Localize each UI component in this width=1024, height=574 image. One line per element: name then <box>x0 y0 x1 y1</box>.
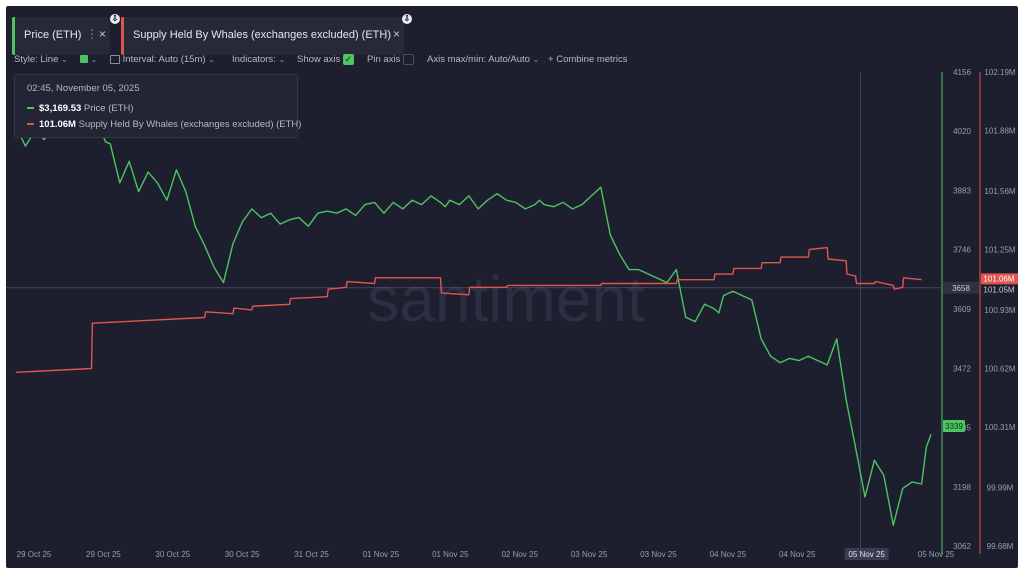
x-tick-label: 01 Nov 25 <box>363 550 400 559</box>
more-icon[interactable]: ⋮ <box>379 27 391 41</box>
tooltip-whales-value: 101.06M <box>39 119 76 130</box>
price-line <box>15 112 932 526</box>
x-tick-label: 04 Nov 25 <box>779 550 816 559</box>
y-right-tick-label: 101.88M <box>984 127 1015 136</box>
y-right-tick-label: 101.56M <box>984 187 1015 196</box>
x-tick-label: 05 Nov 25 <box>918 550 955 559</box>
tooltip-row-price: $3,169.53 Price (ETH) <box>27 103 134 114</box>
y-right-tick-label: 100.93M <box>984 306 1015 315</box>
show-axis-label: Show axis <box>297 54 341 66</box>
checkbox-checked-icon[interactable]: ✓ <box>342 54 354 65</box>
x-tick-label: 02 Nov 25 <box>501 550 538 559</box>
chart-canvas[interactable]: santiment4156402038833746360934723335319… <box>6 6 1018 568</box>
y-right-current-bg <box>981 273 1018 285</box>
y-left-price-label: 3339 <box>945 422 963 431</box>
y-left-tick-label: 3062 <box>953 542 971 551</box>
plus-icon: + <box>548 54 554 65</box>
close-icon[interactable]: × <box>99 27 107 41</box>
y-right-pin-label: 101.05M <box>983 285 1014 294</box>
x-tick-label: 30 Oct 25 <box>155 550 190 559</box>
axis-maxmin-select[interactable]: Axis max/min: Auto/Auto ⌄ <box>427 54 540 65</box>
checkbox-empty-icon[interactable] <box>402 54 414 65</box>
y-right-current-label: 101.06M <box>983 274 1014 283</box>
combine-metrics-button[interactable]: + Combine metrics <box>548 54 627 65</box>
y-left-tick-label: 3746 <box>953 246 971 255</box>
tab-price-color <box>12 17 15 55</box>
close-icon[interactable]: × <box>393 27 401 41</box>
y-right-tick-label: 101.25M <box>984 246 1015 255</box>
x-tick-label: 01 Nov 25 <box>432 550 469 559</box>
y-left-tick-label: 4020 <box>953 127 971 136</box>
tab-price-label: Price (ETH) <box>24 29 82 41</box>
y-left-tick-label: 3198 <box>953 483 971 492</box>
tab-whales-label: Supply Held By Whales (exchanges exclude… <box>133 29 392 41</box>
y-right-tick-label: 100.62M <box>984 364 1015 373</box>
y-right-tick-label: 102.19M <box>984 68 1015 77</box>
y-left-price-bg <box>943 419 965 432</box>
pin-axis-label: Pin axis <box>367 54 401 66</box>
tooltip-price-value: $3,169.53 <box>39 103 82 114</box>
axis-maxmin-label: Axis max/min: Auto/Auto <box>427 54 530 65</box>
x-tick-label: 29 Oct 25 <box>17 550 52 559</box>
interval-label: Interval: Auto (15m) <box>122 54 206 65</box>
tooltip-price-label: Price (ETH) <box>83 103 134 114</box>
whale-supply-line <box>15 246 922 373</box>
tab-price[interactable]: Price (ETH) ⋮ × <box>12 17 110 55</box>
color-picker[interactable]: ⌄ <box>80 54 97 65</box>
y-left-tick-label: 4156 <box>953 68 971 77</box>
tooltip-row-whales: 101.06M Supply Held By Whales (exchanges… <box>27 119 301 130</box>
interval-select[interactable]: Interval: Auto (15m) ⌄ <box>110 54 215 65</box>
download-icon[interactable]: ⇩ <box>402 14 412 24</box>
pin-axis-toggle[interactable]: Pin axis <box>367 54 414 65</box>
show-axis-toggle[interactable]: Show axis ✓ <box>297 54 354 65</box>
x-tick-label: 05 Nov 25 <box>848 550 885 559</box>
y-left-current-label: 3658 <box>952 284 970 293</box>
chart-frame: Price (ETH) ⋮ × ⇩ Supply Held By Whales … <box>6 6 1018 568</box>
indicators-label: Indicators: <box>232 54 276 65</box>
color-swatch <box>80 55 88 64</box>
y-left-current-bg <box>943 281 979 294</box>
tooltip-time: 02:45, November 05, 2025 <box>27 83 140 94</box>
tab-whales[interactable]: Supply Held By Whales (exchanges exclude… <box>121 17 404 55</box>
style-select[interactable]: Style: Line ⌄ <box>14 54 68 65</box>
watermark: santiment <box>367 263 645 335</box>
y-left-tick-label: 3883 <box>953 186 971 195</box>
x-tick-label: 04 Nov 25 <box>710 550 747 559</box>
x-tick-label: 03 Nov 25 <box>571 550 608 559</box>
tooltip-whales-label: Supply Held By Whales (exchanges exclude… <box>78 119 302 130</box>
y-right-tick-label: 99.99M <box>987 483 1014 492</box>
y-left-tick-label: 3472 <box>953 364 971 373</box>
x-tick-label: 03 Nov 25 <box>640 550 677 559</box>
x-highlight-bg <box>844 548 889 560</box>
series-color-icon <box>27 123 34 126</box>
style-label: Style: Line <box>14 54 59 65</box>
tooltip: 02:45, November 05, 2025 $3,169.53 Price… <box>14 74 301 138</box>
indicators-select[interactable]: Indicators: ⌄ <box>232 54 286 65</box>
y-left-tick-label: 3609 <box>953 305 971 314</box>
series-color-icon <box>27 107 34 110</box>
more-icon[interactable]: ⋮ <box>86 27 98 41</box>
combine-label: Combine metrics <box>556 54 628 65</box>
x-tick-label: 30 Oct 25 <box>225 550 260 559</box>
calendar-icon <box>110 54 120 64</box>
y-right-tick-label: 99.68M <box>987 542 1014 551</box>
x-tick-label: 29 Oct 25 <box>86 550 121 559</box>
tab-whales-color <box>121 17 124 55</box>
download-icon[interactable]: ⇩ <box>110 14 120 24</box>
x-tick-label: 31 Oct 25 <box>294 550 329 559</box>
y-right-tick-label: 100.31M <box>984 423 1015 432</box>
